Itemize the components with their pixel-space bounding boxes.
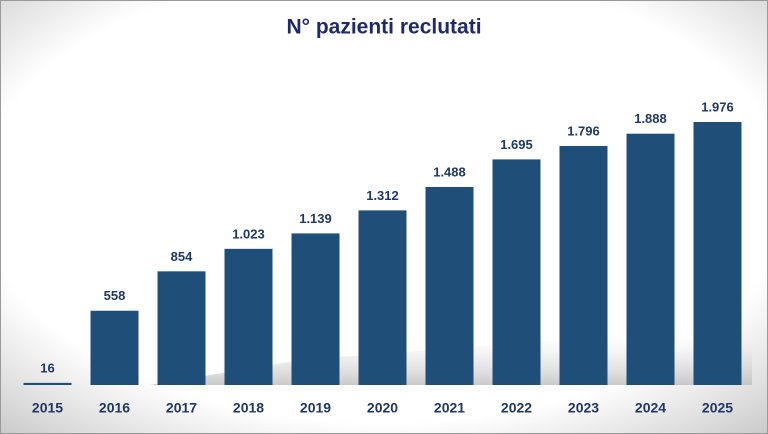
value-label: 1.488 [433,164,466,179]
bar [559,145,608,385]
value-label: 1.312 [366,188,399,203]
value-label: 16 [40,360,54,375]
x-tick-label: 2015 [32,400,63,416]
value-label: 1.139 [299,211,332,226]
value-label: 558 [104,288,126,303]
value-label: 1.695 [500,137,533,152]
value-label: 1.796 [567,123,600,138]
x-tick-label: 2020 [367,400,398,416]
value-label: 1.976 [701,99,734,114]
bar [157,271,206,385]
x-tick-label: 2022 [501,400,532,416]
value-label: 1.023 [232,226,265,241]
bar [626,133,675,385]
chart-title: N° pazienti reclutati [286,16,481,39]
x-tick-label: 2017 [166,400,197,416]
bar [492,159,541,385]
bar [425,186,474,385]
x-tick-label: 2019 [300,400,331,416]
x-tick-label: 2018 [233,400,264,416]
bar [90,310,139,385]
x-tick-label: 2016 [99,400,130,416]
x-tick-label: 2023 [568,400,599,416]
value-label: 1.888 [634,111,667,126]
bar [693,122,742,385]
value-label: 854 [171,249,193,264]
bar [23,382,72,385]
bar [224,248,273,385]
bar [291,233,340,385]
x-tick-label: 2024 [635,400,666,416]
bar [358,210,407,385]
x-tick-label: 2025 [702,400,733,416]
x-tick-label: 2021 [434,400,465,416]
